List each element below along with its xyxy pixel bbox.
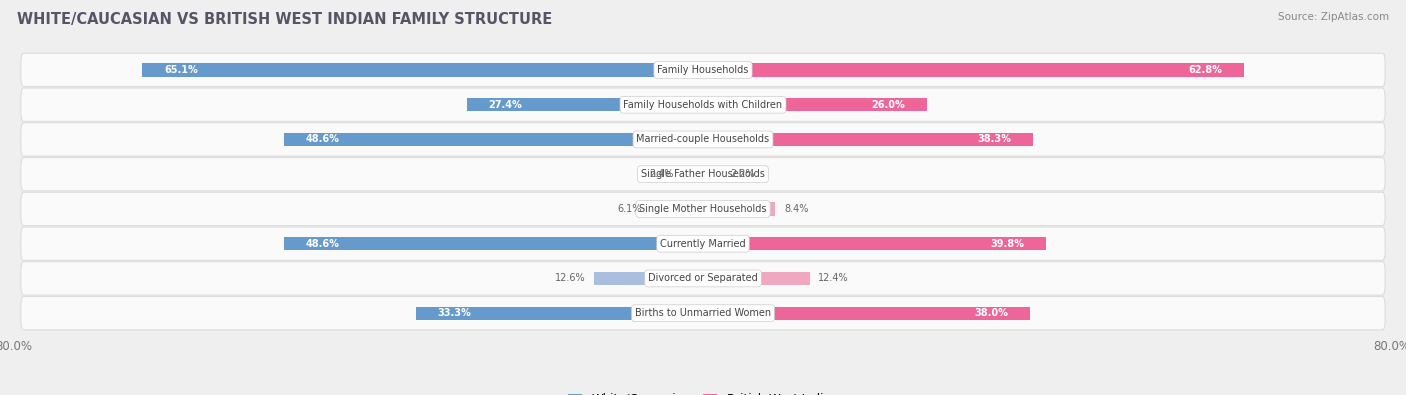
Bar <box>703 202 775 216</box>
FancyBboxPatch shape <box>21 88 1385 121</box>
Text: 48.6%: 48.6% <box>307 239 340 249</box>
Text: 33.3%: 33.3% <box>437 308 471 318</box>
Text: 2.2%: 2.2% <box>731 169 755 179</box>
Bar <box>703 167 721 181</box>
Text: 2.4%: 2.4% <box>650 169 673 179</box>
Bar <box>703 133 1033 146</box>
FancyBboxPatch shape <box>21 297 1385 330</box>
Text: 6.1%: 6.1% <box>617 204 643 214</box>
Text: Source: ZipAtlas.com: Source: ZipAtlas.com <box>1278 12 1389 22</box>
Text: Births to Unmarried Women: Births to Unmarried Women <box>636 308 770 318</box>
Text: Divorced or Separated: Divorced or Separated <box>648 273 758 284</box>
FancyBboxPatch shape <box>21 227 1385 260</box>
Bar <box>703 307 1031 320</box>
Bar <box>416 307 703 320</box>
Text: 26.0%: 26.0% <box>872 100 905 110</box>
FancyBboxPatch shape <box>21 262 1385 295</box>
FancyBboxPatch shape <box>21 123 1385 156</box>
FancyBboxPatch shape <box>21 192 1385 226</box>
Bar <box>682 167 703 181</box>
Text: 12.4%: 12.4% <box>818 273 849 284</box>
Bar <box>703 63 1244 77</box>
Bar <box>703 98 927 111</box>
Bar <box>703 237 1046 250</box>
Text: Married-couple Households: Married-couple Households <box>637 134 769 145</box>
Text: 12.6%: 12.6% <box>555 273 586 284</box>
Legend: White/Caucasian, British West Indian: White/Caucasian, British West Indian <box>564 388 842 395</box>
Text: Single Father Households: Single Father Households <box>641 169 765 179</box>
Text: 48.6%: 48.6% <box>307 134 340 145</box>
Text: Family Households with Children: Family Households with Children <box>623 100 783 110</box>
Text: Family Households: Family Households <box>658 65 748 75</box>
Bar <box>284 133 703 146</box>
FancyBboxPatch shape <box>21 53 1385 87</box>
Text: 27.4%: 27.4% <box>488 100 522 110</box>
Text: 38.0%: 38.0% <box>974 308 1008 318</box>
Text: 8.4%: 8.4% <box>785 204 808 214</box>
Text: WHITE/CAUCASIAN VS BRITISH WEST INDIAN FAMILY STRUCTURE: WHITE/CAUCASIAN VS BRITISH WEST INDIAN F… <box>17 12 553 27</box>
FancyBboxPatch shape <box>21 158 1385 191</box>
Text: 38.3%: 38.3% <box>977 134 1011 145</box>
Bar <box>651 202 703 216</box>
Text: 62.8%: 62.8% <box>1188 65 1222 75</box>
Text: Single Mother Households: Single Mother Households <box>640 204 766 214</box>
Text: 39.8%: 39.8% <box>990 239 1024 249</box>
Bar <box>284 237 703 250</box>
Bar <box>467 98 703 111</box>
Text: 65.1%: 65.1% <box>165 65 198 75</box>
Bar <box>703 272 810 285</box>
Bar <box>595 272 703 285</box>
Text: Currently Married: Currently Married <box>661 239 745 249</box>
Bar <box>142 63 703 77</box>
